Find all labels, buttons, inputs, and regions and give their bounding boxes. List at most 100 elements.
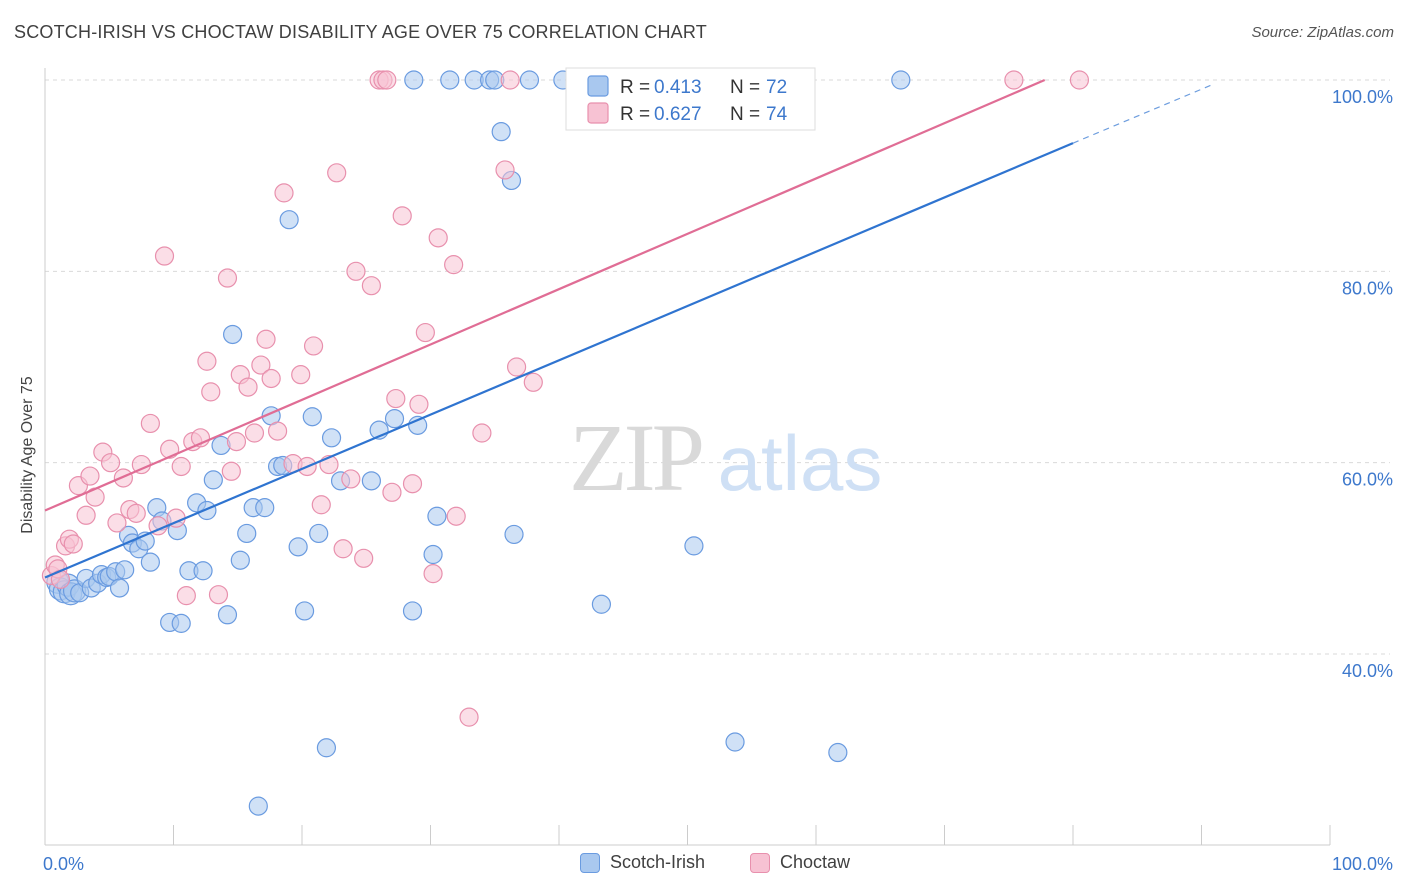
watermark-zip: ZIP	[569, 404, 702, 511]
point-choctaw-38	[261, 368, 281, 389]
point-choctaw-34	[238, 377, 258, 397]
point-choctaw-71	[523, 372, 543, 392]
point-choctaw-23	[171, 456, 191, 477]
point-choctaw-47	[327, 163, 347, 183]
point-choctaw-62	[423, 564, 443, 584]
point-scotch-irish-28	[193, 561, 213, 581]
point-choctaw-16	[126, 503, 146, 523]
point-scotch-irish-33	[223, 324, 243, 345]
point-choctaw-9	[80, 466, 100, 486]
legend-top-r-label-choctaw: R =	[620, 104, 650, 125]
point-scotch-irish-25	[171, 613, 191, 633]
point-choctaw-39	[267, 421, 288, 441]
legend-top-swatch-choctaw	[587, 102, 609, 124]
x-tick-label-min: 0.0%	[43, 854, 84, 874]
chart-title: SCOTCH-IRISH VS CHOCTAW DISABILITY AGE O…	[14, 22, 707, 42]
point-choctaw-52	[361, 276, 381, 296]
point-scotch-irish-56	[423, 544, 443, 565]
point-scotch-irish-29	[197, 500, 217, 521]
point-choctaw-45	[311, 495, 331, 515]
point-choctaw-49	[341, 469, 361, 489]
x-tick-label-max: 100.0%	[1332, 854, 1393, 874]
point-choctaw-69	[500, 70, 520, 90]
point-choctaw-63	[428, 228, 448, 248]
point-choctaw-29	[208, 585, 229, 605]
legend-top-r-value-choctaw: 0.627	[654, 104, 702, 125]
point-choctaw-35	[244, 423, 265, 443]
point-choctaw-67	[472, 423, 492, 443]
point-scotch-irish-50	[361, 471, 381, 491]
legend-swatch-scotch-irish	[580, 852, 600, 873]
point-choctaw-31	[221, 461, 241, 481]
point-choctaw-28	[201, 382, 221, 402]
point-choctaw-59	[402, 474, 423, 494]
point-scotch-irish-37	[248, 796, 268, 816]
point-scotch-irish-32	[217, 605, 238, 625]
point-choctaw-27	[197, 351, 217, 371]
legend-bottom: Scotch-Irish Choctaw	[0, 850, 1406, 880]
point-scotch-irish-70	[828, 742, 848, 763]
point-choctaw-12	[100, 453, 121, 473]
point-scotch-irish-30	[203, 470, 223, 490]
y-tick-label-40: 40.0%	[1342, 661, 1393, 681]
point-scotch-irish-34	[230, 550, 250, 570]
point-choctaw-64	[444, 255, 464, 275]
point-choctaw-6	[63, 534, 83, 554]
series-choctaw	[41, 70, 1090, 727]
watermark-atlas: atlas	[718, 419, 883, 507]
point-choctaw-66	[459, 707, 479, 727]
point-choctaw-18	[140, 413, 160, 434]
point-choctaw-40	[274, 183, 294, 203]
point-scotch-irish-43	[288, 537, 308, 557]
trend-lines	[44, 78, 1215, 579]
tick-labels: 40.0% 60.0% 80.0% 100.0% 0.0% 100.0%	[43, 87, 1393, 874]
point-choctaw-20	[154, 246, 175, 266]
point-choctaw-14	[113, 468, 133, 488]
point-choctaw-72	[1004, 70, 1024, 90]
point-scotch-irish-45	[302, 407, 322, 427]
point-scotch-irish-47	[316, 738, 337, 758]
point-choctaw-60	[409, 394, 429, 414]
point-choctaw-36	[251, 355, 271, 375]
legend-top-n-value-choctaw: 74	[766, 104, 788, 125]
legend-top: R = 0.413 N = 72 R = 0.627 N = 74	[565, 67, 816, 131]
point-scotch-irish-65	[504, 524, 524, 545]
point-choctaw-44	[303, 336, 324, 356]
point-scotch-irish-38	[255, 498, 275, 518]
point-choctaw-73	[1069, 70, 1090, 90]
watermark: ZIP atlas	[569, 404, 882, 511]
legend-top-r-value-scotch-irish: 0.413	[654, 77, 702, 98]
point-choctaw-65	[446, 506, 466, 526]
point-scotch-irish-58	[440, 70, 460, 90]
point-choctaw-61	[415, 322, 435, 343]
point-scotch-irish-48	[321, 428, 342, 448]
point-choctaw-48	[333, 539, 353, 559]
point-choctaw-13	[107, 513, 127, 533]
y-tick-label-60: 60.0%	[1342, 470, 1393, 490]
legend-top-r-label-scotch-irish: R =	[620, 77, 650, 98]
legend-top-n-label-scotch-irish: N =	[730, 77, 760, 98]
legend-top-n-value-scotch-irish: 72	[766, 77, 787, 98]
point-scotch-irish-44	[294, 601, 315, 621]
point-choctaw-57	[386, 388, 406, 409]
axes	[44, 68, 1331, 846]
point-scotch-irish-14	[109, 578, 130, 598]
point-choctaw-42	[291, 365, 311, 385]
trend-line-scotch-irish	[44, 142, 1074, 579]
legend-top-swatch-scotch-irish	[587, 75, 609, 97]
point-scotch-irish-15	[115, 560, 135, 580]
point-scotch-irish-63	[491, 122, 511, 142]
point-choctaw-51	[354, 548, 374, 568]
point-scotch-irish-57	[427, 506, 447, 526]
gridlines	[45, 79, 1390, 655]
point-scotch-irish-69	[725, 732, 745, 752]
point-choctaw-37	[256, 329, 276, 349]
legend-swatch-choctaw	[750, 852, 770, 873]
point-choctaw-21	[160, 439, 180, 459]
point-scotch-irish-35	[237, 523, 257, 544]
trend-line-scotch-irish-extension	[1072, 83, 1215, 144]
point-scotch-irish-62	[519, 70, 540, 90]
point-choctaw-70	[506, 357, 527, 377]
point-scotch-irish-20	[140, 552, 160, 572]
